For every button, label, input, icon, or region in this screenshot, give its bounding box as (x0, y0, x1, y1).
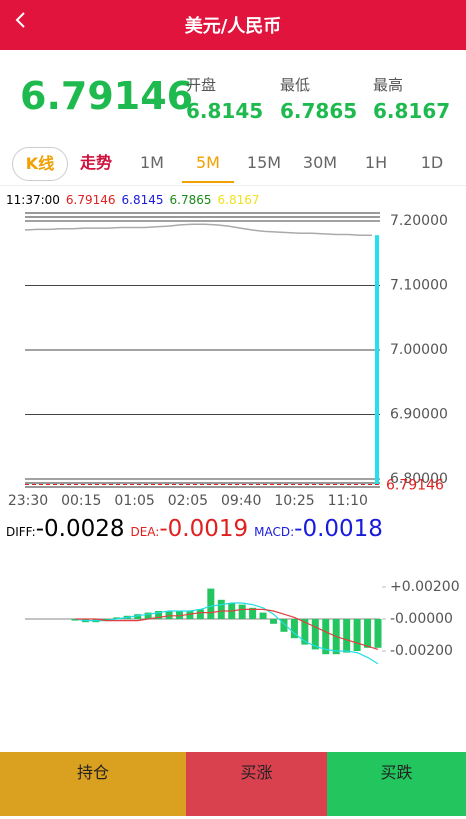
macd-bar (353, 619, 361, 651)
macd-bar (238, 604, 246, 619)
y-tick-label: 6.90000 (390, 407, 448, 423)
stat-value: 6.8167 (373, 99, 451, 123)
action-button[interactable]: 买涨 (186, 752, 327, 816)
macd-bar (280, 619, 288, 632)
price: 6.79146 (20, 74, 194, 118)
x-tick-label: 10:25 (274, 493, 314, 509)
macd-bar (175, 611, 183, 619)
macd-bar (71, 619, 79, 621)
stat-label: 最高 (373, 76, 404, 94)
diff-line (74, 602, 379, 665)
stat-value: 6.8145 (186, 99, 264, 123)
macd-bar (343, 619, 351, 653)
macd-bar (144, 612, 152, 619)
stat-label: 最低 (280, 76, 311, 94)
y-tick-label: 6.80000 (390, 471, 448, 487)
action-button[interactable]: 买跌 (327, 752, 466, 816)
back-button[interactable] (14, 10, 28, 32)
title: 美元/人民币 (184, 16, 282, 37)
current-label: 6.79146 (386, 478, 444, 494)
x-tick-label: 02:05 (168, 493, 208, 509)
info-value: 6.8167 (217, 193, 260, 207)
stat-value: 6.7865 (280, 99, 358, 123)
macd-bar (207, 588, 215, 619)
x-tick-label: 09:40 (221, 493, 261, 509)
tab[interactable]: K线 (12, 147, 68, 181)
macd-bar (301, 619, 309, 645)
stat: 开盘 6.8145 (186, 74, 263, 123)
x-tick-label: 11:10 (328, 493, 368, 509)
macd-bar (102, 619, 110, 621)
macd-value: -0.0028 (35, 516, 125, 542)
time: 11:37:00 (6, 193, 60, 207)
price-line (24, 223, 372, 236)
tab[interactable]: 1M (140, 153, 164, 172)
stat: 最低 6.7865 (280, 74, 357, 123)
macd-bar (259, 612, 267, 619)
tab[interactable]: 1H (364, 153, 388, 172)
header: 美元/人民币 (0, 0, 466, 50)
action-label: 持仓 (76, 763, 109, 782)
dea-line (75, 608, 379, 650)
tab[interactable]: 5M (182, 145, 234, 183)
action-label: 买跌 (380, 763, 413, 782)
action-bar: 持仓 买涨 买跌 (0, 752, 466, 816)
stat-label: 开盘 (186, 76, 217, 94)
y-tick-label: 7.00000 (390, 342, 448, 358)
macd-bar (155, 611, 163, 619)
macd-bar (165, 611, 173, 619)
info-line: 11:37:00 6.79146 6.8145 6.7865 6.8167 (6, 193, 266, 207)
macd-bar (290, 619, 298, 639)
chart: 7.20000 7.10000 7.00000 6.90000 6.800006.791… (8, 212, 460, 665)
macd-bar (311, 619, 319, 650)
macd-bar (186, 611, 194, 619)
info-value: 6.7865 (169, 193, 212, 207)
y-tick-label: 7.20000 (390, 213, 448, 229)
y-tick-label: -0.00000 (390, 611, 453, 627)
macd-legend: DIFF:-0.0028 DEA:-0.0019 MACD:-0.0018 (6, 516, 389, 542)
macd-bar (249, 607, 257, 619)
tabs: K线 走势 1M 5M 15M 30M 1H 1D (0, 145, 466, 186)
macd-bar (134, 614, 142, 619)
tab[interactable]: 30M (302, 153, 338, 172)
x-tick-label: 00:15 (61, 493, 101, 509)
info-value: 6.79146 (65, 193, 116, 207)
macd-bar (322, 619, 330, 655)
y-tick-label: +0.00200 (390, 579, 460, 595)
macd-bar (364, 619, 372, 648)
macd-name: DIFF: (6, 525, 36, 539)
x-tick-label: 01:05 (114, 493, 154, 509)
tab[interactable]: 走势 (79, 153, 112, 172)
tab[interactable]: 1D (420, 153, 444, 172)
y-tick-label: -0.00200 (390, 643, 453, 659)
stat: 最高 6.8167 (373, 74, 450, 123)
macd-name: DEA: (130, 525, 160, 539)
macd-bar (374, 619, 382, 648)
y-tick-label: 7.10000 (390, 278, 448, 294)
action-label: 买涨 (240, 763, 273, 782)
tab[interactable]: 15M (246, 153, 282, 172)
macd-value: -0.0019 (159, 516, 249, 542)
macd-bar (113, 617, 121, 619)
macd-bar (270, 619, 278, 624)
macd-bar (217, 599, 225, 619)
macd-bar (196, 609, 204, 619)
candle (375, 235, 379, 485)
macd-value: -0.0018 (294, 516, 383, 542)
x-tick-label: 23:30 (8, 493, 48, 509)
macd-name: MACD: (254, 525, 295, 539)
action-button[interactable]: 持仓 (0, 752, 186, 816)
info-value: 6.8145 (121, 193, 164, 207)
